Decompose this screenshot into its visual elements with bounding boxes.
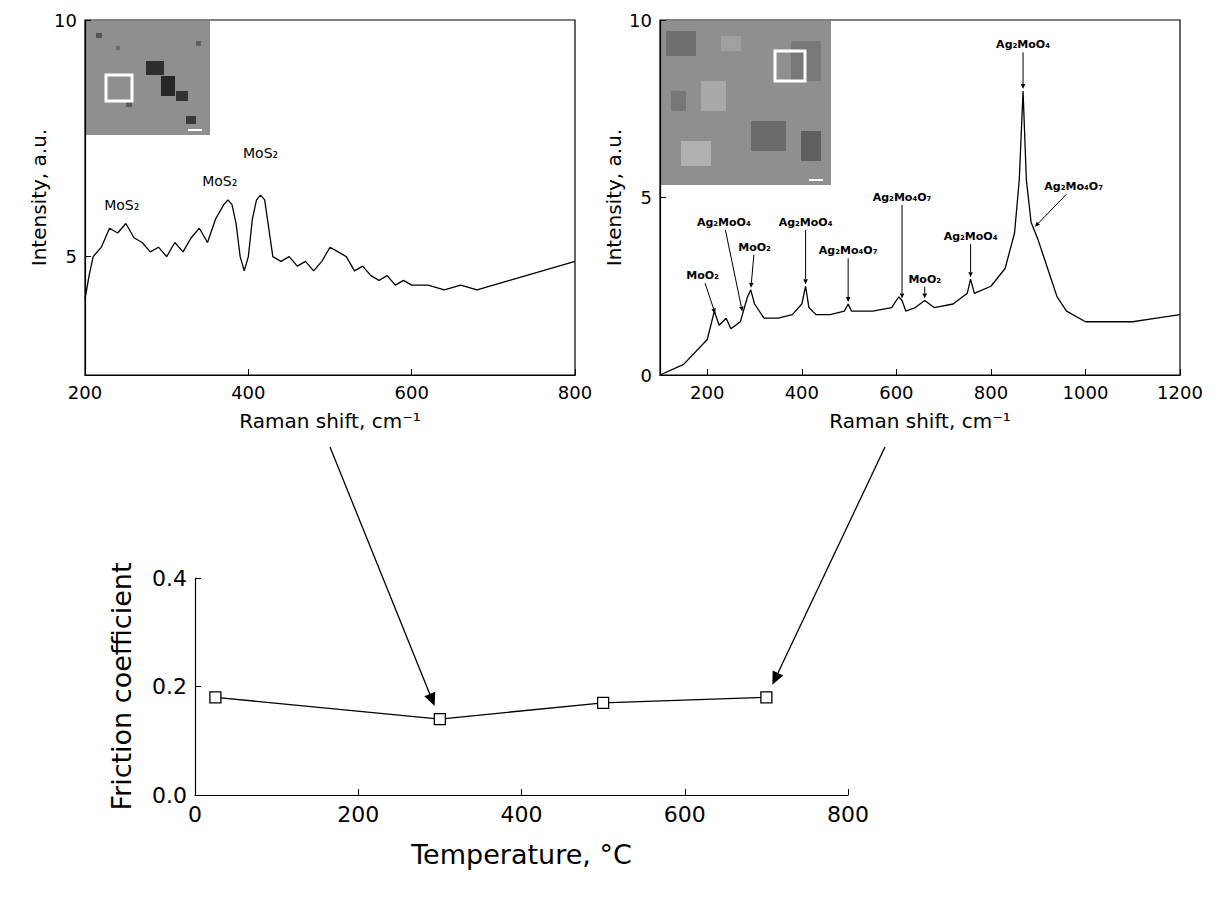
- svg-text:1200: 1200: [1157, 382, 1203, 403]
- svg-text:MoO₂: MoO₂: [686, 269, 719, 282]
- svg-text:Ag₂MoO₄: Ag₂MoO₄: [779, 216, 833, 229]
- svg-text:5: 5: [641, 187, 652, 208]
- svg-text:MoS₂: MoS₂: [202, 173, 237, 189]
- svg-text:Intensity, a.u.: Intensity, a.u.: [27, 129, 51, 266]
- svg-text:400: 400: [501, 802, 543, 827]
- svg-text:400: 400: [231, 382, 265, 403]
- svg-text:1000: 1000: [1063, 382, 1109, 403]
- svg-text:Temperature, °C: Temperature, °C: [410, 839, 632, 870]
- svg-text:Ag₂Mo₄O₇: Ag₂Mo₄O₇: [1044, 180, 1103, 193]
- svg-text:MoS₂: MoS₂: [243, 145, 278, 161]
- svg-text:Ag₂MoO₄: Ag₂MoO₄: [944, 230, 998, 243]
- svg-text:0.0: 0.0: [152, 783, 187, 808]
- svg-text:800: 800: [974, 382, 1008, 403]
- svg-text:0: 0: [641, 365, 652, 386]
- svg-text:Intensity, a.u.: Intensity, a.u.: [602, 129, 626, 266]
- svg-text:200: 200: [690, 382, 724, 403]
- svg-text:Raman shift, cm⁻¹: Raman shift, cm⁻¹: [829, 409, 1010, 433]
- svg-text:5: 5: [66, 246, 77, 267]
- svg-text:Ag₂Mo₄O₇: Ag₂Mo₄O₇: [819, 244, 878, 257]
- svg-text:Raman shift, cm⁻¹: Raman shift, cm⁻¹: [239, 409, 420, 433]
- svg-text:Ag₂Mo₄O₇: Ag₂Mo₄O₇: [873, 191, 932, 204]
- svg-text:400: 400: [785, 382, 819, 403]
- svg-text:600: 600: [879, 382, 913, 403]
- svg-text:Ag₂MoO₄: Ag₂MoO₄: [697, 216, 751, 229]
- svg-text:10: 10: [629, 10, 652, 31]
- svg-text:MoO₂: MoO₂: [908, 273, 941, 286]
- svg-text:200: 200: [337, 802, 379, 827]
- svg-text:200: 200: [68, 382, 102, 403]
- svg-text:600: 600: [394, 382, 428, 403]
- svg-text:0.4: 0.4: [152, 566, 187, 591]
- svg-text:800: 800: [827, 802, 869, 827]
- svg-text:0: 0: [188, 802, 202, 827]
- svg-text:800: 800: [558, 382, 592, 403]
- svg-text:600: 600: [664, 802, 706, 827]
- svg-text:10: 10: [54, 10, 77, 31]
- svg-text:MoS₂: MoS₂: [104, 197, 139, 213]
- svg-text:Friction coefficient: Friction coefficient: [106, 562, 137, 810]
- svg-text:Ag₂MoO₄: Ag₂MoO₄: [996, 38, 1050, 51]
- svg-text:0.2: 0.2: [152, 674, 187, 699]
- svg-text:MoO₂: MoO₂: [738, 241, 771, 254]
